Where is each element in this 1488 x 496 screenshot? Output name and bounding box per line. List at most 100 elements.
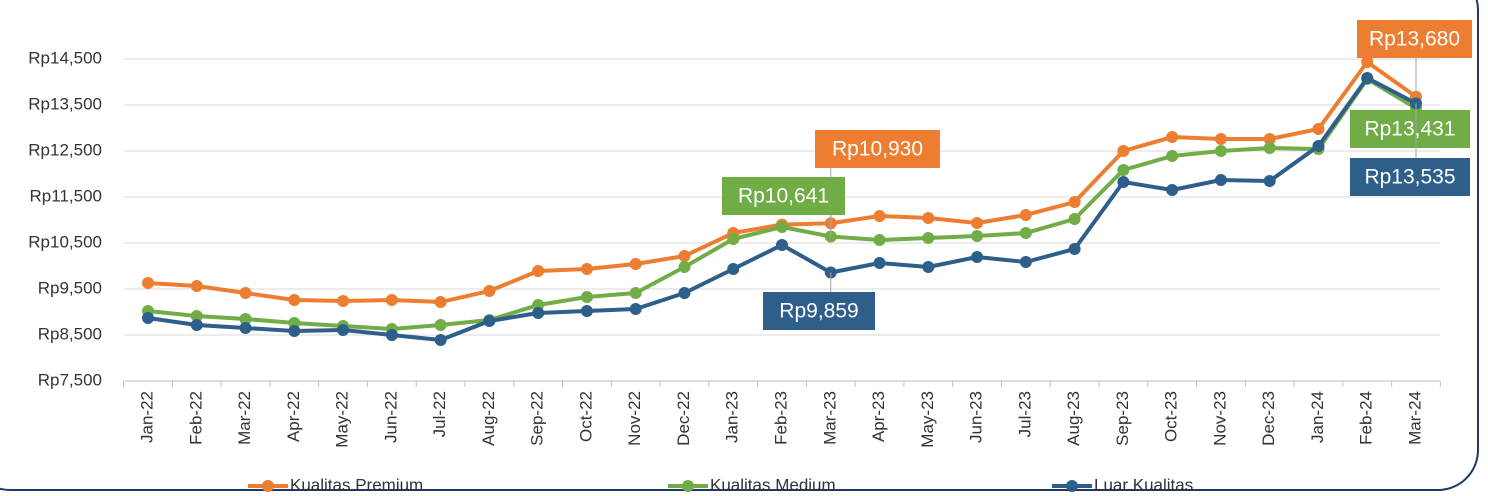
x-tick-label: Dec-22 xyxy=(674,391,693,446)
point xyxy=(727,232,740,245)
x-tick-label: Nov-23 xyxy=(1210,391,1229,446)
y-tick-label: Rp11,500 xyxy=(30,186,102,205)
legend-label: Kualitas Medium xyxy=(710,475,836,494)
point xyxy=(483,315,496,328)
y-tick-label: Rp8,500 xyxy=(38,324,102,343)
x-tick-label: Feb-22 xyxy=(186,391,205,445)
x-tick-label: Sep-22 xyxy=(528,391,547,446)
y-tick-label: Rp12,500 xyxy=(28,140,102,159)
x-tick-label: Feb-23 xyxy=(771,391,790,445)
point xyxy=(532,265,545,278)
point xyxy=(434,296,447,309)
point xyxy=(385,294,398,307)
y-tick-label: Rp9,500 xyxy=(38,278,102,297)
point xyxy=(1166,184,1179,197)
point xyxy=(1019,255,1032,268)
point xyxy=(678,250,691,263)
point xyxy=(239,322,252,335)
point xyxy=(483,284,496,297)
x-tick-label: Jan-24 xyxy=(1308,391,1327,443)
legend-item: Luar Kualitas xyxy=(1052,475,1193,494)
point xyxy=(776,238,788,251)
point xyxy=(239,287,252,300)
point xyxy=(1263,142,1276,155)
point xyxy=(1068,196,1081,209)
legend-item: Kualitas Premium xyxy=(248,475,423,494)
point xyxy=(532,307,545,320)
y-tick-label: Rp13,500 xyxy=(28,94,102,113)
point xyxy=(190,310,203,323)
point xyxy=(1214,173,1227,186)
y-tick-label: Rp7,500 xyxy=(38,370,102,389)
point xyxy=(385,329,398,341)
label-box xyxy=(815,130,940,168)
y-tick-label: Rp10,500 xyxy=(28,232,102,251)
point xyxy=(1361,71,1374,84)
point xyxy=(142,311,154,324)
point xyxy=(1312,123,1325,136)
point xyxy=(337,323,350,336)
x-tick-label: Feb-24 xyxy=(1357,391,1376,445)
x-tick-label: May-22 xyxy=(333,391,352,448)
x-tick-label: Dec-23 xyxy=(1259,391,1278,446)
point xyxy=(239,312,252,325)
point xyxy=(1019,208,1032,221)
legend-label: Luar Kualitas xyxy=(1094,475,1193,494)
x-tick-label: Apr-23 xyxy=(869,391,888,442)
point xyxy=(1312,139,1325,152)
point xyxy=(190,319,203,332)
point xyxy=(922,231,935,244)
legend-marker xyxy=(262,480,274,492)
label-box xyxy=(1357,20,1472,58)
point xyxy=(971,230,984,243)
point xyxy=(1117,163,1130,176)
x-tick-label: Oct-22 xyxy=(576,391,595,442)
x-tick-label: May-23 xyxy=(918,391,937,448)
legend-item: Kualitas Medium xyxy=(668,475,836,494)
x-tick-label: Jul-22 xyxy=(430,391,449,437)
point xyxy=(337,294,350,307)
label-box xyxy=(1350,158,1470,196)
point xyxy=(1068,212,1081,225)
label-box xyxy=(1350,110,1470,148)
label-box xyxy=(763,292,875,330)
point xyxy=(971,216,984,229)
point xyxy=(629,303,642,316)
point xyxy=(1068,242,1081,255)
point xyxy=(873,257,886,270)
point xyxy=(434,334,447,347)
legend-marker xyxy=(682,480,694,492)
point xyxy=(1166,150,1179,163)
legend-label: Kualitas Premium xyxy=(290,475,423,494)
point xyxy=(1214,132,1227,145)
point xyxy=(1361,55,1374,68)
x-tick-label: Sep-23 xyxy=(1113,391,1132,446)
point xyxy=(580,304,593,317)
point xyxy=(1214,145,1227,157)
point xyxy=(776,220,788,233)
label-box xyxy=(722,177,845,215)
legend-marker xyxy=(1066,480,1078,492)
point xyxy=(727,262,740,275)
point xyxy=(922,212,935,225)
point xyxy=(922,261,935,274)
point xyxy=(1019,227,1032,240)
data-label: Rp10,930 xyxy=(832,138,923,161)
x-tick-label: Oct-23 xyxy=(1162,391,1181,442)
x-tick-label: Aug-23 xyxy=(1064,391,1083,446)
x-tick-label: Jun-22 xyxy=(381,391,400,443)
point xyxy=(190,280,203,293)
x-tick-label: Nov-22 xyxy=(625,391,644,446)
point xyxy=(1263,174,1276,187)
point xyxy=(873,234,886,247)
point xyxy=(1117,176,1130,189)
point xyxy=(873,209,886,222)
point xyxy=(678,261,691,274)
point xyxy=(580,291,593,304)
x-tick-label: Jan-22 xyxy=(137,391,156,443)
x-tick-label: Jan-23 xyxy=(723,391,742,443)
point xyxy=(142,277,154,290)
y-tick-label: Rp14,500 xyxy=(28,48,102,67)
